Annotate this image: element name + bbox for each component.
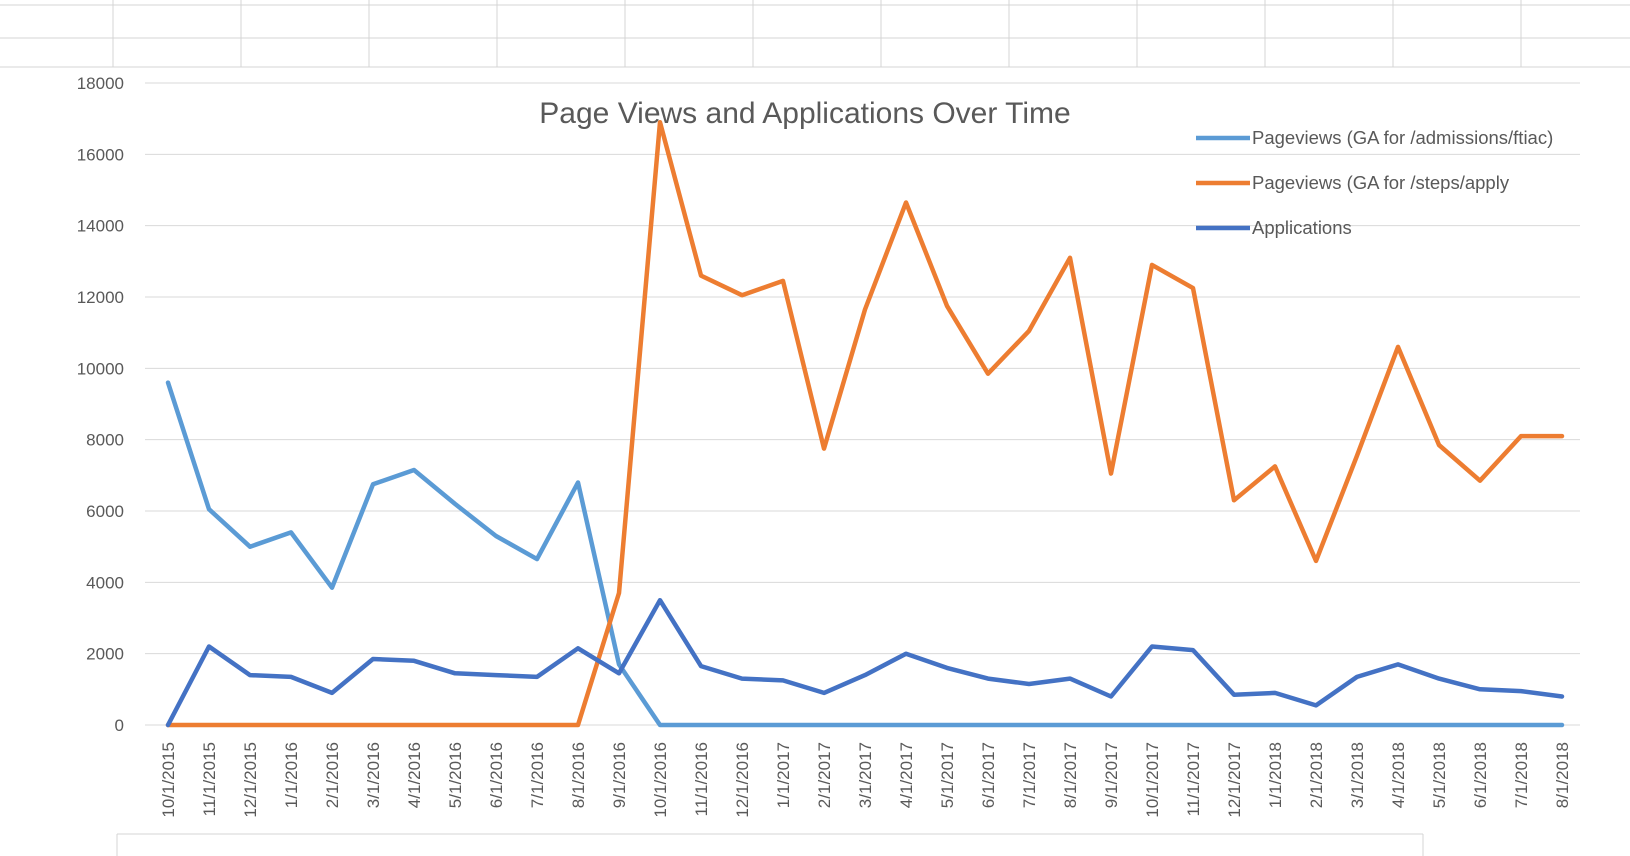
- x-tick-label: 10/1/2017: [1143, 742, 1162, 818]
- x-tick-label: 10/1/2015: [159, 742, 178, 818]
- x-tick-label: 6/1/2018: [1471, 742, 1490, 808]
- x-tick-label: 11/1/2016: [692, 742, 711, 816]
- x-axis-tick-labels: 10/1/2015 11/1/2015 12/1/2015 1/1/2016 2/1/2…: [159, 742, 1572, 818]
- y-tick-label: 0: [115, 716, 124, 735]
- x-tick-label: 11/1/2017: [1184, 742, 1203, 816]
- series-line: [165, 597, 1565, 728]
- y-tick-label: 14000: [77, 217, 124, 236]
- x-tick-label: 7/1/2018: [1512, 742, 1531, 808]
- x-tick-label: 6/1/2016: [487, 742, 506, 808]
- x-tick-label: 1/1/2016: [282, 742, 301, 808]
- y-tick-label: 18000: [77, 74, 124, 93]
- legend-label: Pageviews (GA for /steps/apply: [1252, 172, 1510, 193]
- y-tick-label: 6000: [86, 502, 124, 521]
- series-line: [165, 119, 1565, 728]
- x-tick-label: 5/1/2017: [938, 742, 957, 808]
- series-lines: [165, 119, 1565, 728]
- y-axis-tick-labels: 0 2000 4000 6000 8000 10000 12000 14000 16000 180…: [77, 74, 124, 735]
- y-tick-label: 8000: [86, 431, 124, 450]
- series-line: [165, 380, 1565, 728]
- x-tick-label: 4/1/2016: [405, 742, 424, 808]
- x-tick-label: 2/1/2018: [1307, 742, 1326, 808]
- y-tick-label: 4000: [86, 573, 124, 592]
- x-tick-label: 3/1/2018: [1348, 742, 1367, 808]
- x-tick-label: 8/1/2016: [569, 742, 588, 808]
- x-tick-label: 8/1/2018: [1553, 742, 1572, 808]
- y-tick-label: 16000: [77, 145, 124, 164]
- x-tick-label: 9/1/2017: [1102, 742, 1121, 808]
- x-tick-label: 5/1/2018: [1430, 742, 1449, 808]
- y-tick-label: 12000: [77, 288, 124, 307]
- x-tick-label: 8/1/2017: [1061, 742, 1080, 808]
- x-tick-label: 3/1/2016: [364, 742, 383, 808]
- legend-label: Pageviews (GA for /admissions/ftiac): [1252, 127, 1553, 148]
- x-tick-label: 1/1/2017: [774, 742, 793, 808]
- x-tick-label: 2/1/2016: [323, 742, 342, 808]
- x-tick-label: 11/1/2015: [200, 742, 219, 816]
- x-tick-label: 12/1/2017: [1225, 742, 1244, 818]
- x-tick-label: 5/1/2016: [446, 742, 465, 808]
- x-tick-label: 2/1/2017: [815, 742, 834, 808]
- chart-title: Page Views and Applications Over Time: [539, 97, 1070, 130]
- y-tick-label: 10000: [77, 359, 124, 378]
- x-tick-label: 4/1/2018: [1389, 742, 1408, 808]
- x-tick-label: 3/1/2017: [856, 742, 875, 808]
- legend-label: Applications: [1252, 217, 1352, 238]
- y-tick-label: 2000: [86, 645, 124, 664]
- x-tick-label: 9/1/2016: [610, 742, 629, 808]
- x-tick-label: 7/1/2017: [1020, 742, 1039, 808]
- x-tick-label: 1/1/2018: [1266, 742, 1285, 808]
- chart-legend: Pageviews (GA for /admissions/ftiac) Page…: [1196, 127, 1553, 238]
- x-tick-label: 4/1/2017: [897, 742, 916, 808]
- x-tick-label: 12/1/2015: [241, 742, 260, 818]
- x-tick-label: 7/1/2016: [528, 742, 547, 808]
- x-tick-label: 12/1/2016: [733, 742, 752, 818]
- x-tick-label: 6/1/2017: [979, 742, 998, 808]
- x-tick-label: 10/1/2016: [651, 742, 670, 818]
